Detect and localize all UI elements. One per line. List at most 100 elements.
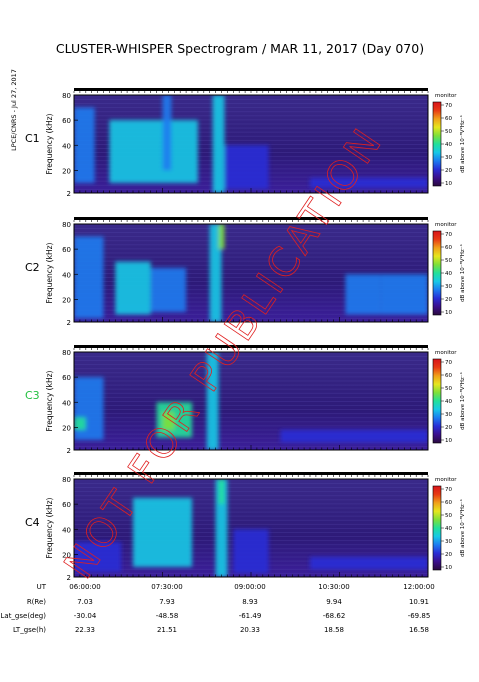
colorbar-tick-label: 60 [445,500,452,506]
colorbar-tick-label: 50 [445,386,452,392]
panel-label-C4: C4 [25,516,40,529]
spectral-stripe [74,503,428,505]
colorbar-tick-label: 50 [445,258,452,264]
spectral-stripe [74,232,428,233]
spectral-stripe [74,244,428,246]
ephemeris-value: 21.51 [157,626,177,634]
colorbar-top-label: monitor [435,477,457,483]
colorbar-top-label: monitor [435,222,457,228]
emission-group [74,95,428,193]
ephemeris-value: -30.04 [74,612,97,620]
spectral-stripe [74,519,428,521]
spectral-stripe [74,376,428,378]
spectrogram-C2 [74,224,428,322]
colorbar-tick-label: 40 [445,399,452,405]
spectral-stripe [74,305,428,307]
spectral-stripe [74,135,428,137]
colorbar-tick-label: 70 [445,487,452,493]
emission-feature [74,417,86,430]
panel-topbar [74,88,428,91]
spectral-stripe [74,433,428,435]
colorbar [432,358,442,444]
emission-feature [209,224,222,322]
spectral-stripe [74,388,428,390]
emission-feature [310,177,428,188]
colorbar-tick-label: 50 [445,513,452,519]
spectral-stripe [74,127,428,129]
y-tick-label: 20 [62,551,71,559]
colorbar-top-label: monitor [435,93,457,99]
spectral-stripe [74,528,428,529]
spectral-stripe [74,260,428,262]
spectral-stripe [74,392,428,394]
spectral-stripe [74,487,428,488]
spectral-stripe [74,437,428,439]
ephemeris-value: 7.93 [159,598,175,606]
spectral-stripe [74,111,428,113]
colorbar-tick-label: 40 [445,271,452,277]
colorbar-tick-label: 20 [445,552,452,558]
spectral-stripe [74,268,428,270]
spectral-stripe [74,297,428,299]
colorbar-tick-label: 60 [445,245,452,251]
ephemeris-row-label: R(Re) [27,598,46,606]
spectral-stripe [74,421,428,423]
spectral-stripe [74,417,428,419]
spectral-stripe [74,356,428,357]
ephemeris-row-label: Lat_gse(deg) [1,612,47,620]
ephemeris-value: 18.58 [324,626,344,634]
y-tick-label: 60 [62,117,71,125]
x-tick-label: 06:00:00 [69,583,100,591]
spectral-stripe [74,425,428,427]
y-tick-label: 20 [62,167,71,175]
y-tick-label: 2 [67,190,71,198]
spectral-stripe [74,236,428,238]
spectral-stripe [74,240,428,242]
colorbar-label: dB above 10⁻⁸V²Hz⁻¹ [459,115,466,173]
emission-feature [218,224,225,250]
spectral-stripe [74,248,428,250]
panel-topbar [74,472,428,475]
spectral-stripe [74,364,428,366]
spectral-stripe [74,273,428,274]
ephemeris-value: 9.94 [326,598,342,606]
ephemeris-value: 10.91 [409,598,429,606]
spectral-stripe [74,523,428,525]
colorbar-tick-label: 20 [445,168,452,174]
spectral-stripe [74,491,428,493]
colorbar-tick-label: 10 [445,181,452,187]
emission-feature [224,145,269,190]
colorbar [432,101,442,187]
colorbar-tick-label: 40 [445,526,452,532]
spectral-stripe [74,313,428,315]
colorbar-tick-label: 30 [445,155,452,161]
spectral-stripe [74,107,428,109]
spectral-stripe [74,264,428,266]
ephemeris-value: 8.93 [242,598,258,606]
spectral-stripe [74,441,428,443]
colorbar-top-label: monitor [435,350,457,356]
spectral-stripe [74,413,428,415]
y-tick-label: 2 [67,574,71,582]
emission-feature [133,497,192,567]
ephemeris-value: -69.85 [408,612,431,620]
emission-feature [218,479,225,505]
y-tick-label: 40 [62,271,71,279]
emission-feature [212,95,225,193]
spectral-stripe [74,131,428,133]
emission-feature [206,352,219,450]
spectral-stripe [74,360,428,361]
colorbar-tick-label: 30 [445,412,452,418]
emission-feature [162,95,172,171]
emission-feature [345,274,381,315]
emission-feature [74,107,95,183]
y-tick-label: 40 [62,142,71,150]
emission-feature [115,261,151,315]
x-tick-label: 09:00:00 [234,583,265,591]
y-tick-label: 20 [62,296,71,304]
ephemeris-value: -68.62 [323,612,346,620]
y-axis-label: Frequency (kHz) [45,370,54,431]
spectral-stripe [74,228,428,229]
spectral-stripe [74,123,428,125]
emission-feature [74,236,104,319]
